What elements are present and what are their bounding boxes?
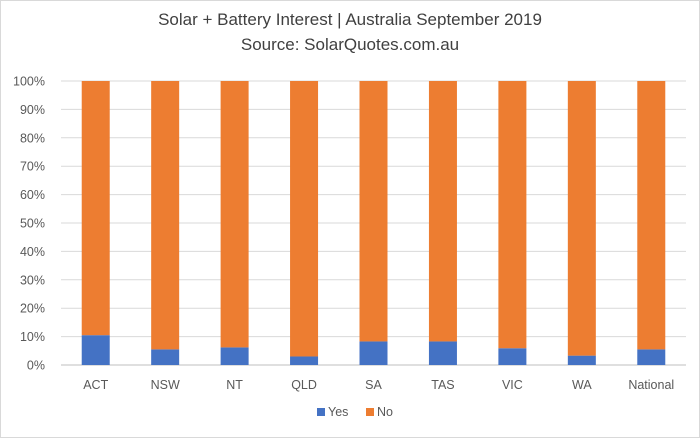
y-tick-label: 90% <box>20 103 45 117</box>
bar-no-national <box>637 81 666 350</box>
chart-subtitle: Source: SolarQuotes.com.au <box>240 35 460 54</box>
bar-yes-tas <box>428 341 457 365</box>
x-tick-label: ACT <box>83 378 108 392</box>
legend-label-yes: Yes <box>328 405 348 419</box>
bars <box>81 81 666 365</box>
bar-no-qld <box>290 81 319 357</box>
bar-yes-wa <box>567 355 596 365</box>
x-tick-label: National <box>628 378 674 392</box>
bar-no-vic <box>498 81 527 349</box>
bar-yes-national <box>637 349 666 365</box>
bar-no-wa <box>567 81 596 356</box>
bar-no-tas <box>428 81 457 342</box>
legend: Yes No <box>317 405 393 419</box>
x-tick-label: TAS <box>431 378 454 392</box>
x-tick-label: NSW <box>151 378 180 392</box>
x-tick-label: QLD <box>291 378 317 392</box>
bar-no-sa <box>359 81 388 342</box>
chart-title: Solar + Battery Interest | Australia Sep… <box>158 10 542 29</box>
legend-swatch-yes <box>317 408 325 416</box>
legend-swatch-no <box>366 408 374 416</box>
y-tick-label: 10% <box>20 330 45 344</box>
y-tick-label: 80% <box>20 131 45 145</box>
x-tick-label: WA <box>572 378 592 392</box>
bar-no-nsw <box>151 81 180 350</box>
x-tick-label: SA <box>365 378 382 392</box>
bar-yes-act <box>81 335 110 365</box>
y-tick-label: 60% <box>20 188 45 202</box>
y-tick-label: 0% <box>27 359 45 373</box>
bar-yes-vic <box>498 348 527 365</box>
y-tick-label: 30% <box>20 273 45 287</box>
x-tick-label: VIC <box>502 378 523 392</box>
y-axis-ticks: 0% 10% 20% 30% 40% 50% 60% 70% 80% 90% 100% <box>13 75 45 373</box>
bar-yes-sa <box>359 341 388 365</box>
y-tick-label: 100% <box>13 75 45 89</box>
bar-yes-nsw <box>151 349 180 365</box>
x-axis-ticks: ACT NSW NT QLD SA TAS VIC WA National <box>83 378 674 392</box>
legend-label-no: No <box>377 405 393 419</box>
y-tick-label: 40% <box>20 245 45 259</box>
x-tick-label: NT <box>226 378 243 392</box>
bar-yes-nt <box>220 347 249 365</box>
y-tick-label: 20% <box>20 302 45 316</box>
bar-no-act <box>81 81 110 336</box>
bar-no-nt <box>220 81 249 348</box>
bar-yes-qld <box>290 356 319 365</box>
y-tick-label: 50% <box>20 217 45 231</box>
y-tick-label: 70% <box>20 160 45 174</box>
